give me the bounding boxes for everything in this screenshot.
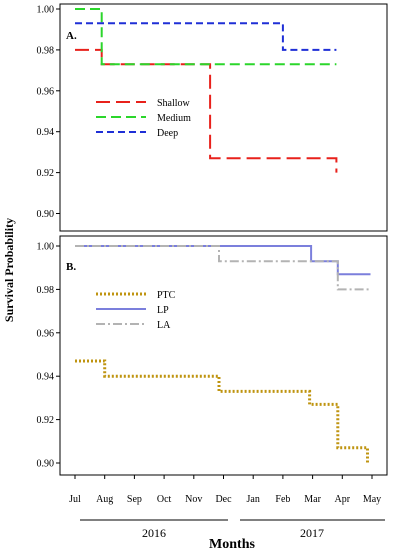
legend-label-ptc: PTC: [157, 290, 176, 301]
y-tick-label: 0.94: [37, 127, 55, 138]
y-tick-label: 0.92: [37, 415, 55, 426]
x-tick-label: Mar: [304, 494, 321, 505]
x-tick-label: Sep: [127, 494, 142, 505]
panel-label: A.: [66, 30, 77, 42]
panel-b: B. 0.90 0.92 0.94 0.96 0.98 1.00 PTC LP LA: [37, 235, 388, 476]
legend-label-medium: Medium: [157, 113, 191, 124]
legend-label-shallow: Shallow: [157, 98, 191, 109]
x-tick-label: Jul: [69, 494, 81, 505]
x-tick-label: Dec: [215, 494, 232, 505]
y-tick-label: 0.98: [37, 45, 55, 56]
year-label-2017: 2017: [300, 526, 324, 540]
x-tick-label: Feb: [275, 494, 290, 505]
x-tick-label: Aug: [96, 494, 113, 505]
x-axis: Jul Aug Sep Oct Nov Dec Jan Feb Mar Apr May: [69, 475, 381, 505]
y-tick-label: 0.96: [37, 328, 55, 339]
x-tick-label: Oct: [157, 494, 172, 505]
series-ptc-line: [75, 359, 369, 463]
x-tick-label: May: [363, 494, 381, 505]
year-label-2016: 2016: [142, 526, 166, 540]
y-tick-label: 0.98: [37, 285, 55, 296]
y-tick-label: 0.90: [37, 459, 55, 470]
y-tick-label: 0.94: [37, 372, 55, 383]
legend-label-deep: Deep: [157, 128, 178, 139]
x-tick-label: Nov: [185, 494, 202, 505]
panel-a: A. 0.90 0.92 0.94 0.96 0.98 1.00 Shallow Medium D…: [37, 3, 388, 232]
x-tick-label: Jan: [247, 494, 260, 505]
panel-label: B.: [66, 261, 76, 273]
series-la-line: [75, 245, 371, 291]
y-tick-label: 1.00: [37, 5, 55, 16]
series-deep-line: [75, 22, 337, 51]
y-tick-label: 0.92: [37, 168, 55, 179]
y-tick-label: 0.90: [37, 209, 55, 220]
legend-label-lp: LP: [157, 305, 169, 316]
series-medium-line: [75, 8, 337, 66]
series-shallow-line: [75, 48, 338, 173]
y-axis-label: Survival Probability: [2, 218, 16, 322]
series-lp-line: [75, 245, 371, 276]
x-tick-label: Apr: [335, 494, 351, 505]
x-axis-label: Months: [209, 537, 255, 550]
legend-label-la: LA: [157, 320, 171, 331]
y-tick-label: 0.96: [37, 86, 55, 97]
plot-frame: [59, 3, 388, 232]
y-tick-label: 1.00: [37, 242, 55, 253]
